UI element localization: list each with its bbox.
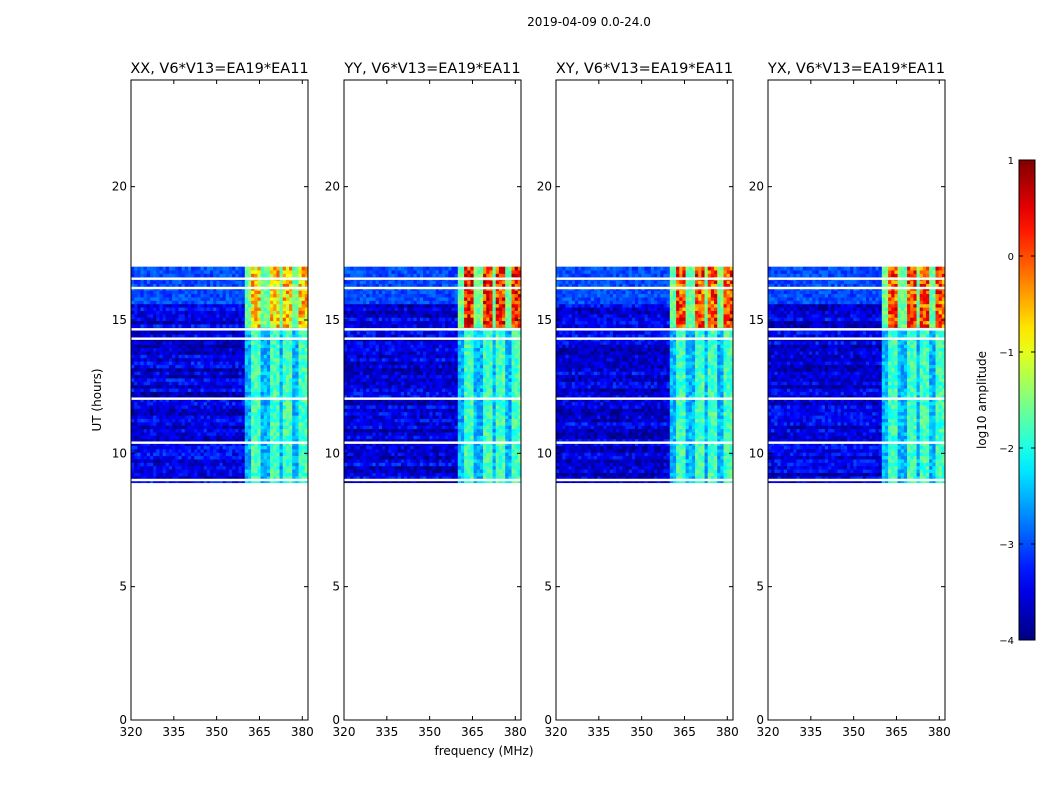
x-tick-label: 335 [375, 725, 398, 739]
heatmap-1 [131, 266, 308, 484]
colorbar-tick-label: −3 [999, 540, 1014, 551]
plot-frame [130, 79, 309, 721]
panel-title: XY, V6*V13=EA19*EA11 [556, 61, 733, 77]
panel-1: XX, V6*V13=EA19*EA11 320 335 350 365 380 0 5 10 1… [112, 61, 314, 739]
heatmap-2 [344, 266, 521, 484]
y-tick-label: 0 [756, 713, 764, 727]
panel-title: XX, V6*V13=EA19*EA11 [130, 61, 308, 77]
y-tick-label: 10 [325, 446, 340, 460]
panels: XX, V6*V13=EA19*EA11 320 335 350 365 380 0 5 10 1… [112, 61, 951, 739]
x-tick-label: 320 [333, 725, 356, 739]
colorbar-label: log10 amplitude [975, 351, 989, 449]
y-tick-label: 0 [332, 713, 340, 727]
figure-title: 2019-04-09 0.0-24.0 [527, 15, 651, 29]
heatmap-4 [768, 266, 945, 484]
colorbar-tick-label: −4 [999, 636, 1014, 647]
y-tick-label: 0 [119, 713, 127, 727]
x-tick-label: 350 [630, 725, 653, 739]
x-tick-label: 335 [799, 725, 822, 739]
y-tick-label: 20 [537, 180, 552, 194]
panel-title: YY, V6*V13=EA19*EA11 [343, 61, 520, 77]
y-tick-label: 5 [756, 580, 764, 594]
y-tick-label: 20 [749, 180, 764, 194]
heatmap-3 [556, 266, 733, 484]
y-tick-label: 20 [325, 180, 340, 194]
y-tick-label: 10 [112, 446, 127, 460]
x-tick-label: 350 [842, 725, 865, 739]
panel-title: YX, V6*V13=EA19*EA11 [767, 61, 945, 77]
x-tick-label: 320 [120, 725, 143, 739]
x-tick-label: 320 [757, 725, 780, 739]
colorbar-gradient [1018, 159, 1036, 641]
x-tick-label: 365 [673, 725, 696, 739]
y-tick-label: 20 [112, 180, 127, 194]
x-tick-label: 350 [418, 725, 441, 739]
y-tick-label: 10 [537, 446, 552, 460]
plot-frame [555, 79, 734, 721]
y-tick-label: 0 [544, 713, 552, 727]
y-axis-label: UT (hours) [90, 368, 104, 431]
y-tick-label: 10 [749, 446, 764, 460]
colorbar-tick-label: 0 [1008, 252, 1014, 263]
y-tick-label: 15 [749, 313, 764, 327]
x-tick-label: 365 [461, 725, 484, 739]
colorbar: 1 0 −1 −2 −3 −4 log10 amplitude [975, 156, 1036, 647]
panel-3: XY, V6*V13=EA19*EA11 320 335 350 365 380 0 5 10 1… [537, 61, 739, 739]
x-tick-label: 380 [291, 725, 314, 739]
plot-frame [343, 79, 522, 721]
y-tick-label: 5 [332, 580, 340, 594]
x-tick-label: 365 [248, 725, 271, 739]
y-tick-label: 5 [544, 580, 552, 594]
colorbar-tick-label: 1 [1008, 156, 1014, 167]
x-tick-label: 380 [716, 725, 739, 739]
colorbar-tick-label: −2 [999, 444, 1014, 455]
panel-4: YX, V6*V13=EA19*EA11 320 335 350 365 380 0 5 10 1… [749, 61, 951, 739]
x-axis-label: frequency (MHz) [434, 744, 533, 758]
panel-2: YY, V6*V13=EA19*EA11 320 335 350 365 380 0 5 10 1… [325, 61, 527, 739]
x-tick-label: 380 [504, 725, 527, 739]
x-tick-label: 320 [545, 725, 568, 739]
y-tick-label: 15 [112, 313, 127, 327]
x-tick-label: 380 [928, 725, 951, 739]
x-tick-label: 365 [885, 725, 908, 739]
x-tick-label: 350 [205, 725, 228, 739]
x-tick-label: 335 [587, 725, 610, 739]
y-tick-label: 15 [325, 313, 340, 327]
y-tick-label: 15 [537, 313, 552, 327]
x-tick-label: 335 [162, 725, 185, 739]
colorbar-tick-label: −1 [999, 348, 1014, 359]
plot-frame [767, 79, 946, 721]
y-tick-label: 5 [119, 580, 127, 594]
